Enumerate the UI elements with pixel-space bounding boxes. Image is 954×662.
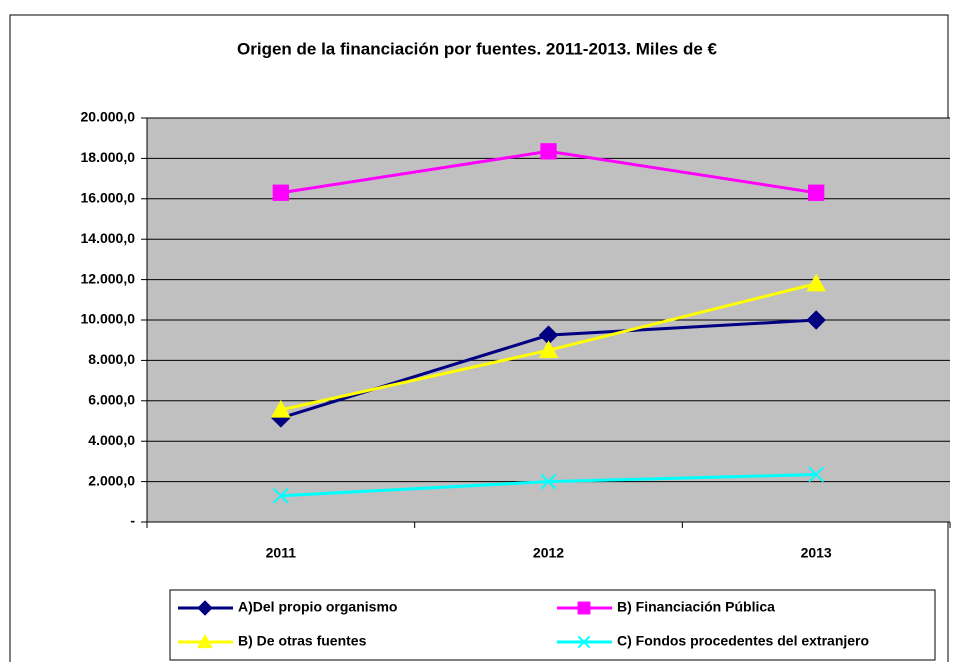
marker [806, 273, 827, 292]
y-tick-label: 14.000,0 [81, 230, 136, 246]
legend-label: B) De otras fuentes [238, 633, 367, 649]
y-tick-label: 8.000,0 [88, 351, 135, 367]
marker [272, 184, 289, 201]
marker [540, 473, 557, 490]
marker [270, 399, 291, 418]
marker [538, 340, 559, 358]
y-tick-label: 4.000,0 [88, 432, 135, 448]
y-tick-label: 16.000,0 [81, 190, 136, 206]
marker [577, 601, 591, 615]
y-tick-label: 12.000,0 [81, 270, 136, 286]
y-tick-label: - [130, 513, 135, 529]
marker [806, 310, 826, 330]
legend-label: C) Fondos procedentes del extranjero [617, 633, 869, 649]
x-tick-label: 2011 [266, 545, 297, 561]
y-tick-label: 10.000,0 [81, 311, 136, 327]
marker [272, 487, 289, 504]
legend-label: B) Financiación Pública [617, 599, 775, 615]
x-tick-label: 2012 [533, 545, 564, 561]
marker [808, 466, 825, 483]
y-tick-label: 6.000,0 [88, 392, 135, 408]
y-tick-label: 2.000,0 [88, 472, 135, 488]
legend-label: A)Del propio organismo [238, 599, 397, 615]
marker [540, 143, 557, 160]
x-tick-label: 2013 [801, 545, 832, 561]
chart-title: Origen de la financiación por fuentes. 2… [237, 39, 717, 58]
marker [197, 600, 213, 616]
marker [577, 635, 591, 649]
y-tick-label: 20.000,0 [81, 109, 136, 125]
y-tick-label: 18.000,0 [81, 149, 136, 165]
marker [197, 633, 213, 649]
marker [808, 184, 825, 201]
legend [169, 589, 936, 661]
